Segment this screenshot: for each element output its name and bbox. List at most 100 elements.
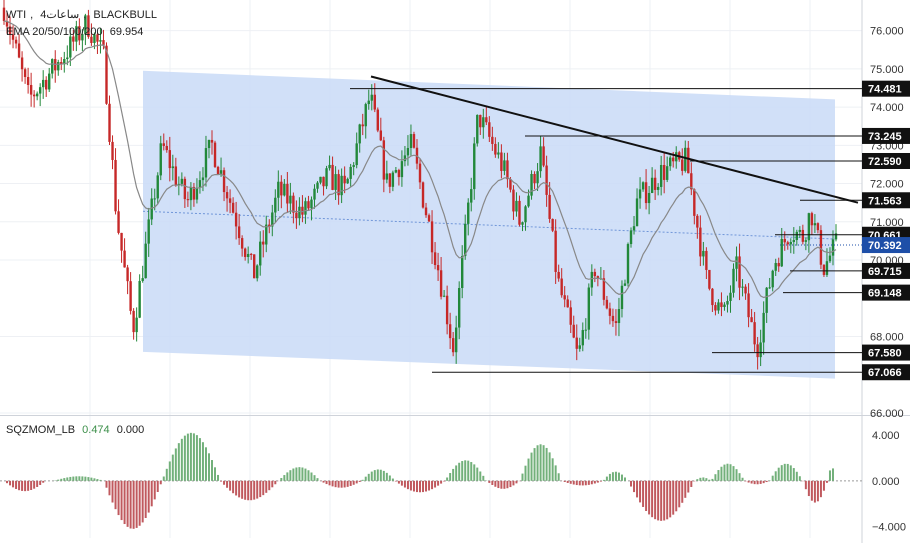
candle [183, 178, 187, 200]
candle [442, 295, 446, 297]
broker-name: BLACKBULL [93, 9, 157, 21]
timeframe-label: 4ساعات [40, 9, 80, 21]
candle [334, 174, 337, 190]
candle [747, 293, 750, 318]
oscillator-histogram [0, 432, 862, 529]
candle [445, 295, 449, 325]
candle [120, 232, 123, 251]
candle [726, 301, 729, 305]
candle [617, 309, 621, 324]
candle [231, 202, 235, 213]
candle [373, 94, 376, 110]
candle [777, 262, 780, 267]
candle [611, 315, 615, 322]
candle [720, 302, 723, 308]
channel-fill [143, 70, 835, 379]
candle [14, 39, 18, 44]
candle [376, 109, 379, 131]
candle [349, 166, 352, 179]
price-label-67-066: 67.066 [862, 364, 910, 381]
price-channel [142, 70, 836, 379]
candle [659, 164, 663, 187]
candle [768, 287, 771, 289]
candle [177, 183, 181, 185]
candle [702, 250, 705, 257]
candle [316, 182, 319, 189]
candle [346, 178, 349, 184]
candle [554, 230, 557, 272]
candle [174, 166, 178, 185]
candle [262, 241, 265, 245]
candle [647, 192, 651, 204]
candle [684, 147, 687, 171]
candle [584, 329, 587, 331]
candle [711, 288, 714, 306]
candle [249, 253, 253, 255]
candle [256, 265, 259, 279]
candle [750, 317, 753, 323]
candle [87, 15, 90, 37]
candle [400, 161, 404, 178]
candle [289, 195, 292, 204]
candle [153, 198, 156, 200]
candle [213, 142, 217, 167]
candle [753, 322, 756, 345]
candle [578, 345, 581, 349]
candle [488, 122, 491, 137]
candle [482, 117, 485, 128]
candle [32, 94, 36, 97]
candle [430, 221, 434, 253]
symbol-legend[interactable]: WTI, 4ساعات, BLACKBULL [6, 9, 157, 21]
candle [681, 159, 684, 171]
candle [735, 256, 738, 269]
candle [500, 152, 503, 171]
candle [277, 181, 280, 198]
candle [237, 226, 241, 239]
candle [171, 166, 175, 169]
candle [451, 338, 455, 353]
current-price-label: 70.392 [862, 237, 910, 254]
candle [461, 256, 464, 289]
candle [632, 226, 636, 231]
candle [295, 212, 298, 219]
candle [418, 163, 422, 183]
candle [268, 224, 271, 227]
candle [653, 177, 657, 190]
candle [186, 199, 190, 201]
candle [286, 183, 289, 204]
y-tick-label: 74.000 [870, 102, 904, 114]
candle [506, 160, 509, 180]
candle [497, 152, 500, 155]
candle [51, 59, 54, 74]
candle [807, 213, 811, 241]
candle [93, 34, 96, 43]
candle [364, 104, 367, 127]
candle [337, 174, 340, 196]
candle [243, 248, 247, 257]
candle [810, 213, 814, 226]
y-tick-label: 75.000 [870, 64, 904, 76]
candle [391, 172, 395, 187]
candle [397, 170, 401, 178]
channel-midline [142, 210, 836, 240]
candle [210, 139, 214, 143]
candle [822, 264, 826, 275]
candle [367, 100, 370, 105]
candle [192, 186, 196, 200]
osc-tick-label: 4.000 [872, 430, 900, 442]
price-label-69-148: 69.148 [862, 284, 910, 301]
candle [352, 165, 355, 167]
candle [219, 170, 223, 175]
ema-legend[interactable]: EMA 20/50/100/200 69.954 [6, 26, 147, 38]
candle [271, 212, 274, 227]
candle [563, 295, 566, 300]
svg-text:71.563: 71.563 [868, 195, 902, 207]
candle [48, 73, 51, 90]
candle [23, 69, 27, 78]
candle [159, 143, 162, 176]
candle [687, 147, 690, 174]
trendline [370, 75, 859, 204]
candle [536, 171, 539, 184]
oscillator-legend[interactable]: SQZMOM_LB 0.474 0.000 [6, 424, 148, 436]
